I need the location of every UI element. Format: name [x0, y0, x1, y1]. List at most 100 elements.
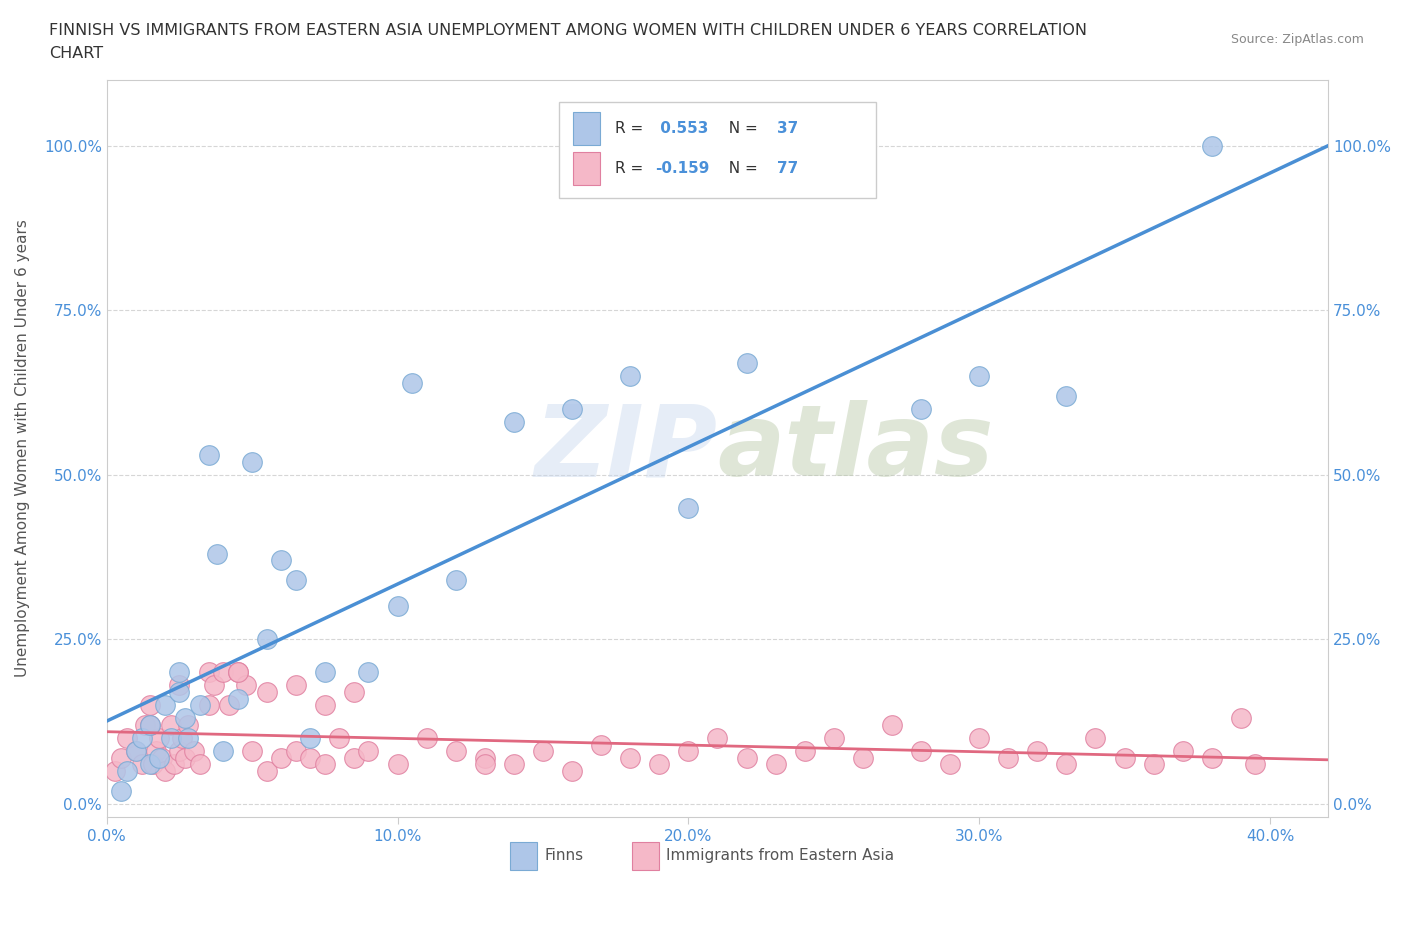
Text: 0.553: 0.553 [655, 121, 709, 136]
Point [343, 751, 366, 765]
Point [735, 355, 758, 370]
Point [148, 751, 170, 765]
Point [591, 737, 613, 752]
Point [174, 711, 197, 725]
Point [880, 717, 903, 732]
Text: atlas: atlas [717, 400, 994, 497]
Point [1054, 757, 1077, 772]
Bar [631, 842, 659, 870]
Point [314, 698, 336, 712]
Point [125, 744, 148, 759]
Point [183, 744, 205, 759]
Point [177, 717, 200, 732]
Point [145, 744, 167, 759]
Point [793, 744, 815, 759]
Point [387, 599, 409, 614]
Point [299, 751, 322, 765]
Point [226, 665, 249, 680]
Point [110, 783, 132, 798]
Point [678, 500, 700, 515]
Y-axis label: Unemployment Among Women with Children Under 6 years: Unemployment Among Women with Children U… [15, 219, 30, 677]
Point [169, 665, 191, 680]
Point [256, 684, 278, 699]
Point [125, 744, 148, 759]
Point [474, 757, 496, 772]
Point [139, 717, 162, 732]
Point [531, 744, 554, 759]
Text: ZIP: ZIP [534, 400, 717, 497]
Point [765, 757, 787, 772]
Point [1084, 731, 1107, 746]
Point [284, 744, 307, 759]
Point [1143, 757, 1166, 772]
Point [706, 731, 728, 746]
Point [226, 691, 249, 706]
Point [444, 744, 467, 759]
Point [240, 454, 263, 469]
Text: -0.159: -0.159 [655, 161, 710, 176]
Point [1244, 757, 1267, 772]
Point [197, 698, 219, 712]
Point [169, 678, 191, 693]
Point [284, 678, 307, 693]
Point [967, 368, 990, 383]
Point [387, 757, 409, 772]
Point [202, 678, 225, 693]
Point [159, 731, 181, 746]
Point [169, 684, 191, 699]
Point [153, 698, 176, 712]
Point [648, 757, 671, 772]
Point [115, 731, 138, 746]
Text: R =: R = [614, 121, 648, 136]
Point [188, 698, 211, 712]
Point [212, 665, 235, 680]
Point [177, 731, 200, 746]
Point [162, 757, 184, 772]
Point [172, 731, 194, 746]
Point [967, 731, 990, 746]
Point [159, 717, 181, 732]
Point [150, 751, 173, 765]
Point [561, 764, 583, 778]
Point [139, 717, 162, 732]
Point [1114, 751, 1136, 765]
Point [852, 751, 875, 765]
Point [735, 751, 758, 765]
Point [328, 731, 350, 746]
Point [678, 744, 700, 759]
Text: FINNISH VS IMMIGRANTS FROM EASTERN ASIA UNEMPLOYMENT AMONG WOMEN WITH CHILDREN U: FINNISH VS IMMIGRANTS FROM EASTERN ASIA … [49, 23, 1087, 38]
Point [139, 757, 162, 772]
Point [1054, 389, 1077, 404]
Point [561, 402, 583, 417]
Point [299, 731, 322, 746]
Point [153, 764, 176, 778]
Point [270, 553, 292, 568]
Point [139, 698, 162, 712]
Point [415, 731, 437, 746]
Point [142, 757, 165, 772]
Point [314, 757, 336, 772]
Point [207, 546, 229, 561]
Point [910, 402, 932, 417]
Point [256, 764, 278, 778]
Point [357, 665, 380, 680]
Point [104, 764, 127, 778]
Point [131, 731, 153, 746]
Point [502, 757, 524, 772]
Point [401, 376, 423, 391]
Point [212, 744, 235, 759]
Bar [510, 842, 537, 870]
Point [148, 731, 170, 746]
Point [256, 631, 278, 646]
Point [343, 684, 366, 699]
Point [314, 665, 336, 680]
FancyBboxPatch shape [558, 102, 876, 198]
Point [218, 698, 240, 712]
Point [226, 665, 249, 680]
Point [619, 751, 641, 765]
Point [197, 665, 219, 680]
Point [235, 678, 257, 693]
Text: 37: 37 [778, 121, 799, 136]
Point [240, 744, 263, 759]
Point [284, 573, 307, 588]
